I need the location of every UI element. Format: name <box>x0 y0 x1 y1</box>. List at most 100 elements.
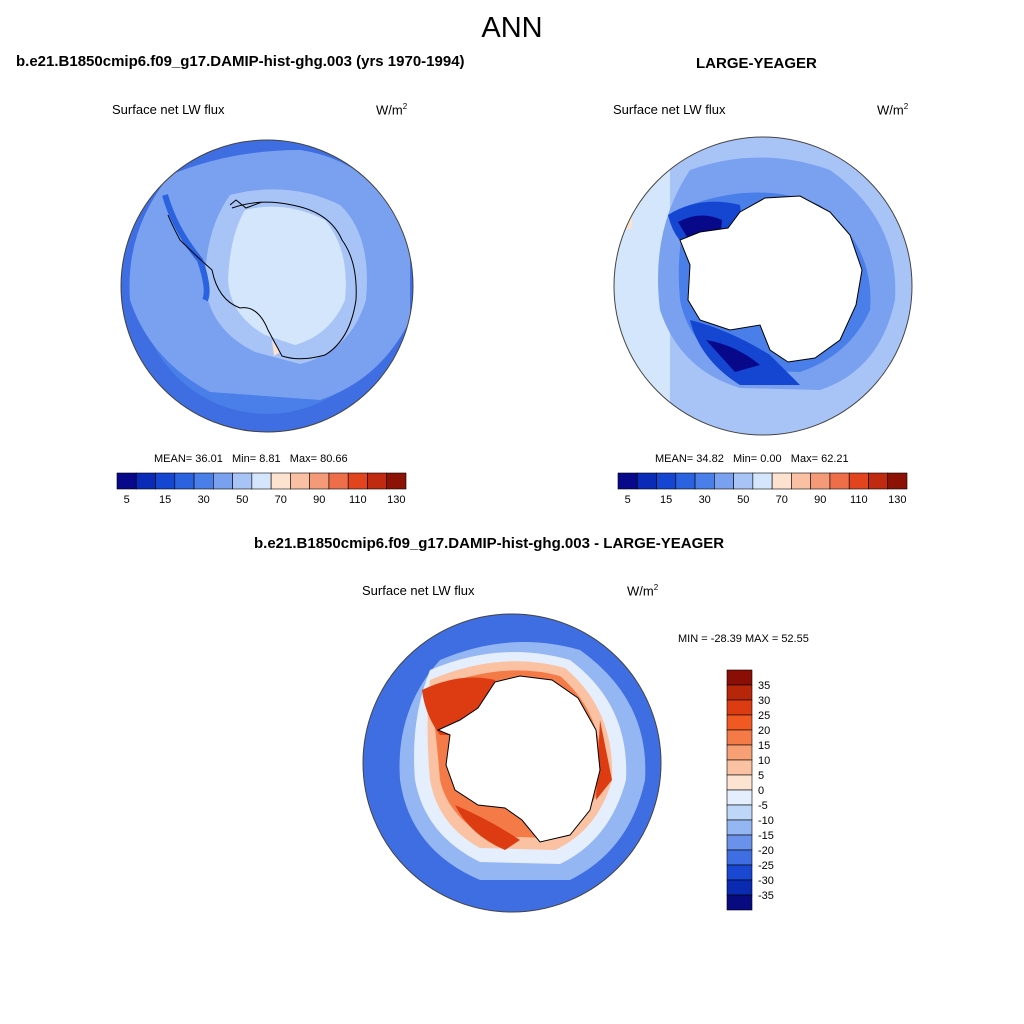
colorbar-tick-label: -35 <box>758 890 774 902</box>
colorbar-swatch <box>791 472 811 490</box>
colorbar-swatch <box>213 472 233 490</box>
colorbar-tick-label: 15 <box>660 494 672 506</box>
colorbar-swatch <box>726 729 753 746</box>
panel-2-units: W/m2 <box>877 102 909 118</box>
panel-3-stats: MIN = -28.39 MAX = 52.55 <box>678 633 809 645</box>
colorbar-swatch <box>810 472 831 490</box>
colorbar-swatch <box>868 472 889 490</box>
colorbar-swatch <box>887 472 908 490</box>
colorbar-tick-label: 0 <box>758 785 764 797</box>
colorbar-swatch <box>386 472 407 490</box>
panel-1-variable: Surface net LW flux <box>112 102 225 117</box>
colorbar-swatch <box>726 774 753 791</box>
colorbar-swatch <box>726 894 753 911</box>
colorbar-tick-label: 90 <box>814 494 826 506</box>
colorbar-tick-label: 10 <box>758 755 770 767</box>
colorbar-swatch <box>726 684 753 701</box>
colorbar-tick-label: 130 <box>387 494 405 506</box>
colorbar-tick-label: 30 <box>758 695 770 707</box>
colorbar-swatch <box>726 744 753 761</box>
colorbar-tick-label: 15 <box>758 740 770 752</box>
panel-3-units: W/m2 <box>627 583 659 599</box>
colorbar-tick-label: 5 <box>625 494 631 506</box>
colorbar-swatch <box>367 472 388 490</box>
panel-2-variable: Surface net LW flux <box>613 102 726 117</box>
panel-3-colorbar: 35 30 25 20 15 10 5 0 -5 -10 -15 -20 -25 -30 -35 <box>726 669 774 911</box>
colorbar-swatch <box>733 472 754 490</box>
colorbar-tick-label: 25 <box>758 710 770 722</box>
panel-1-units: W/m2 <box>376 102 408 118</box>
panel-1-colorbar: 5 15 30 50 70 90 110 130 <box>116 472 407 506</box>
colorbar-swatch <box>714 472 734 490</box>
colorbar-tick-label: -10 <box>758 815 774 827</box>
figure-title: ANN <box>481 12 543 44</box>
panel-3-title: b.e21.B1850cmip6.f09_g17.DAMIP-hist-ghg.… <box>254 535 725 552</box>
colorbar-tick-label: 5 <box>758 770 764 782</box>
colorbar-swatch <box>155 472 176 490</box>
colorbar-swatch <box>116 472 137 490</box>
colorbar-tick-label: -25 <box>758 860 774 872</box>
colorbar-swatch <box>174 472 195 490</box>
colorbar-swatch <box>726 804 753 821</box>
panel-2-map <box>614 137 912 435</box>
colorbar-tick-label: 70 <box>275 494 287 506</box>
colorbar-swatch <box>636 472 657 490</box>
colorbar-tick-label: 15 <box>159 494 171 506</box>
colorbar-tick-label: -20 <box>758 845 774 857</box>
colorbar-swatch <box>232 472 253 490</box>
panel-3-map-border <box>362 613 662 913</box>
colorbar-tick-label: 50 <box>236 494 248 506</box>
colorbar-swatch <box>726 864 753 881</box>
colorbar-tick-label: -30 <box>758 875 774 887</box>
panel-1-map <box>121 140 413 432</box>
colorbar-swatch <box>309 472 330 490</box>
colorbar-swatch <box>726 789 753 806</box>
panel-2-title: LARGE-YEAGER <box>696 55 817 72</box>
colorbar-swatch <box>290 472 310 490</box>
colorbar-tick-label: 30 <box>699 494 711 506</box>
panel-1-map-border <box>120 139 414 433</box>
colorbar-tick-label: 70 <box>776 494 788 506</box>
colorbar-swatch <box>726 879 753 896</box>
colorbar-swatch <box>193 472 214 490</box>
colorbar-swatch <box>726 819 753 836</box>
colorbar-tick-label: 5 <box>124 494 130 506</box>
colorbar-swatch <box>726 849 753 866</box>
colorbar-tick-label: -15 <box>758 830 774 842</box>
colorbar-swatch <box>752 472 773 490</box>
colorbar-tick-label: -5 <box>758 800 768 812</box>
panel-1-stats: MEAN= 36.01 Min= 8.81 Max= 80.66 <box>154 453 348 465</box>
colorbar-swatch <box>270 472 291 490</box>
colorbar-tick-label: 110 <box>850 494 868 506</box>
panel-2-colorbar: 5 15 30 50 70 90 110 130 <box>617 472 908 506</box>
colorbar-swatch <box>771 472 792 490</box>
colorbar-swatch <box>328 472 349 490</box>
colorbar-swatch <box>135 472 156 490</box>
colorbar-swatch <box>726 834 753 851</box>
colorbar-tick-label: 50 <box>737 494 749 506</box>
colorbar-swatch <box>347 472 368 490</box>
colorbar-tick-label: 35 <box>758 680 770 692</box>
panel-3-variable: Surface net LW flux <box>362 583 475 598</box>
colorbar-swatch <box>694 472 715 490</box>
colorbar-swatch <box>656 472 677 490</box>
panel-2-map-border <box>613 136 913 436</box>
colorbar-swatch <box>726 669 753 686</box>
colorbar-swatch <box>675 472 696 490</box>
colorbar-swatch <box>726 699 753 716</box>
panel-1-title: b.e21.B1850cmip6.f09_g17.DAMIP-hist-ghg.… <box>16 53 465 70</box>
colorbar-swatch <box>726 759 753 776</box>
colorbar-tick-label: 20 <box>758 725 770 737</box>
colorbar-swatch <box>829 472 850 490</box>
colorbar-swatch <box>848 472 869 490</box>
colorbar-tick-label: 130 <box>888 494 906 506</box>
colorbar-swatch <box>251 472 272 490</box>
colorbar-tick-label: 110 <box>349 494 367 506</box>
colorbar-swatch <box>726 714 753 731</box>
colorbar-tick-label: 30 <box>198 494 210 506</box>
colorbar-swatch <box>617 472 638 490</box>
panel-2-stats: MEAN= 34.82 Min= 0.00 Max= 62.21 <box>655 453 849 465</box>
panel-3-map <box>363 614 661 912</box>
colorbar-tick-label: 90 <box>313 494 325 506</box>
